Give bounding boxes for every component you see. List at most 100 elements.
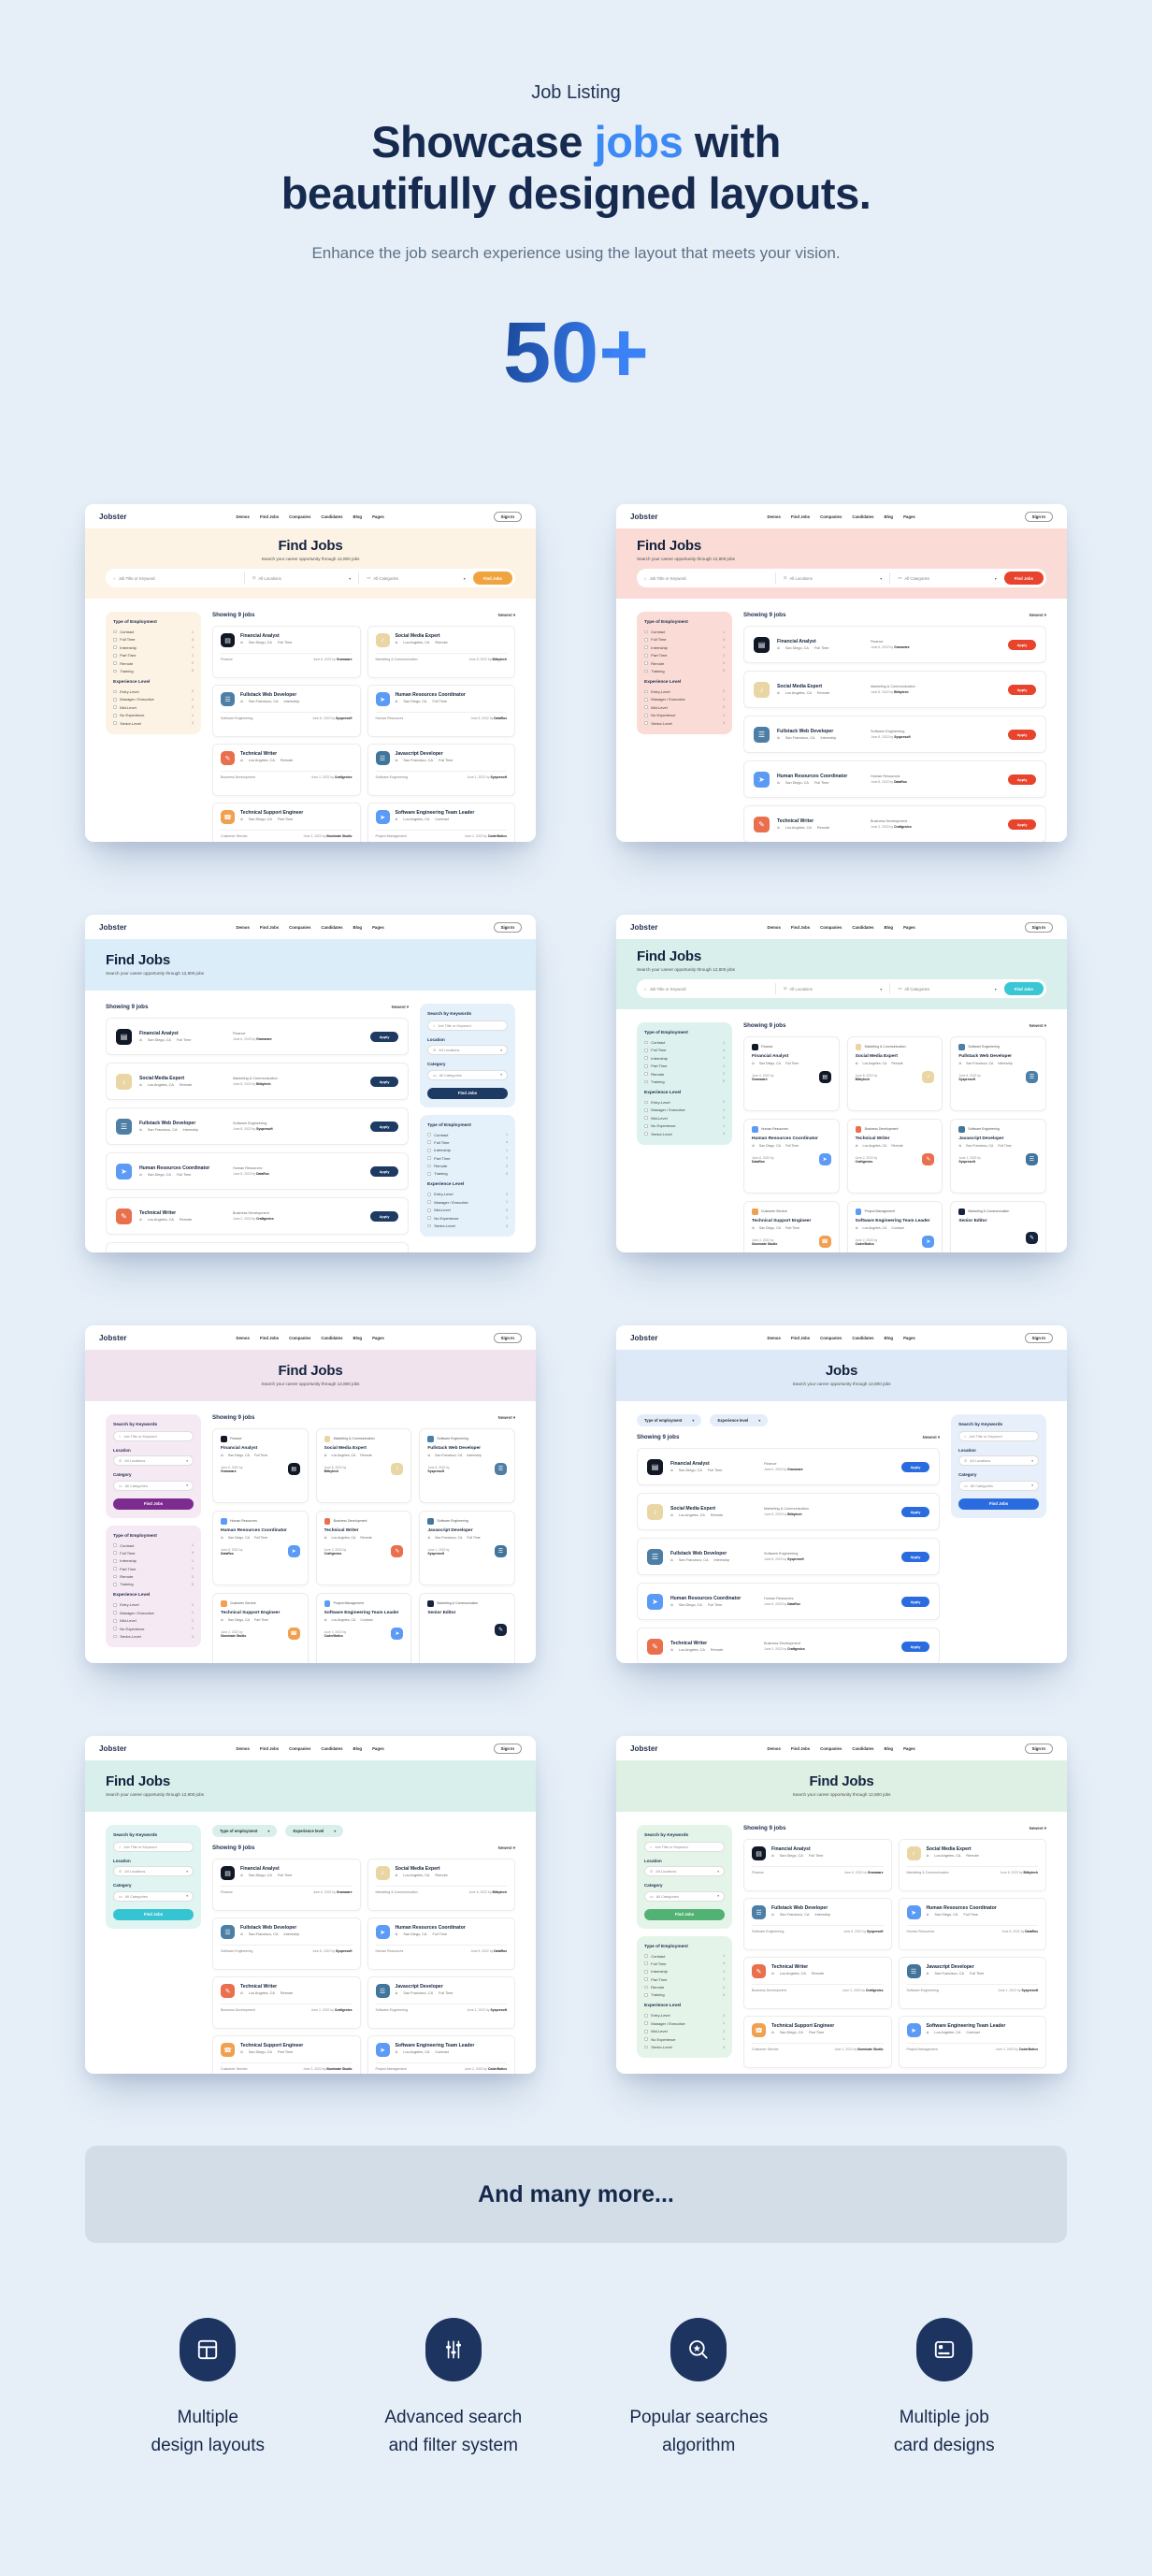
mini-filter-label: Training	[651, 668, 665, 673]
mini-job-title: Social Media Expert	[777, 683, 823, 689]
mini-showing-row: Showing 9 jobs Newest ▾	[743, 612, 1046, 618]
checkbox-icon	[113, 1611, 117, 1615]
mini-job-location: San Diego, CA	[785, 646, 809, 651]
mini-filter-label: Full Time	[651, 637, 667, 643]
mini-filter-count: 1	[723, 1040, 725, 1045]
mini-job-category: Software Engineering	[375, 775, 408, 779]
mini-hero-search-bar: ○ Job Title or Keyword ⊙ All Locations ▾ ▭ All…	[637, 979, 1046, 998]
checkbox-icon	[644, 1048, 648, 1052]
mini-filter-label: Senior-Level	[651, 720, 672, 726]
mini-job-title: Technical Support Engineer	[221, 1611, 281, 1615]
chevron-down-icon: ▾	[758, 1418, 761, 1423]
mini-job-title: Financial Analyst	[221, 1446, 258, 1451]
mini-job-title: Technical Support Engineer	[240, 810, 304, 816]
checkbox-icon	[113, 661, 117, 665]
mini-job-date: June 8, 2022 by Bitbytech	[324, 1465, 347, 1474]
mini-showing-count: 9	[769, 612, 772, 618]
mini-job-title: Software Engineering Team Leader	[926, 2023, 1006, 2029]
mini-nav-links: Demos Find Jobs Companies Candidates Blog Pag…	[658, 514, 1025, 519]
mini-job-company: Gramware	[336, 1890, 353, 1894]
mini-job-location: Los Angeles, CA	[403, 818, 430, 822]
mini-job-icon: ☎	[221, 2043, 235, 2057]
mini-filter-label: Manager / Executive	[120, 1610, 154, 1615]
mini-job-tag: · Project Management	[324, 1600, 404, 1607]
mini-job-title: Financial Analyst	[670, 1460, 710, 1467]
mini-find-jobs-button: Find Jobs	[1003, 572, 1044, 585]
mini-filter-count: 2	[192, 1618, 194, 1623]
mini-job-titleblock: Fullstack Web Developer ⊙ San Francisco, C…	[240, 692, 299, 703]
layout-thumbnail-sky-list-right-sidebar[interactable]: Jobster Demos Find Jobs Companies Candidates…	[85, 915, 536, 1252]
mini-job-category: Software Engineering	[221, 716, 253, 720]
mini-job-title: Fullstack Web Developer	[777, 728, 834, 734]
mini-job-titleblock: Human Resources Coordinator ⊙ San Diego, C…	[139, 1165, 225, 1177]
mini-job-meta: ⊙ Los Angeles, CA Remote	[670, 1513, 756, 1517]
mini-experience-title: Experience Level	[113, 1593, 151, 1599]
mini-sidebar-filters-box: Type of Employment Contract 1 Full Time 4 Int…	[637, 1022, 732, 1145]
mini-job-card-top: ☰ Fullstack Web Developer ⊙ San Francisco, …	[752, 1905, 884, 1919]
mini-job-location: San Francisco, CA	[678, 1558, 709, 1563]
mini-location-segment: ⊙ All Locations ▾	[243, 572, 358, 584]
mini-filter-item: Entry-Level 2	[427, 1192, 508, 1196]
mini-job-category: Finance	[764, 1461, 777, 1466]
mini-nav-item: Blog	[353, 514, 363, 519]
mini-filter-label: No Experience	[651, 1123, 676, 1129]
mini-tag-icon: ·	[427, 1518, 434, 1525]
checkbox-icon	[644, 1123, 648, 1128]
checkbox-icon	[644, 721, 648, 725]
mini-filter-item: Senior-Level 3	[644, 721, 725, 726]
layout-thumbnail-lavender-grid3[interactable]: Jobster Demos Find Jobs Companies Candidates…	[85, 1325, 536, 1663]
mini-job-location: San Diego, CA	[758, 1061, 781, 1065]
globe-icon: ⊙	[119, 1458, 122, 1463]
mini-showing-row: Showing 9 jobs Newest ▾	[212, 612, 515, 618]
mini-sign-in-button: Sign In	[493, 511, 522, 522]
mini-filter-item: Internship 1	[427, 1148, 508, 1152]
mini-nav-item: Candidates	[321, 924, 343, 930]
mini-filter-count: 1	[192, 1567, 194, 1571]
mini-job-card-top: ✎ Technical Writer ⊙ Los Angeles, CA Remote	[221, 751, 353, 765]
mini-job-category: Marketing & Communication	[375, 658, 418, 661]
mini-tag-icon: ·	[958, 1208, 965, 1215]
mini-experience-filters: Entry-Level 2 Manager / Executive 1 Mid-Leve…	[644, 2013, 725, 2049]
mini-job-location: Los Angeles, CA	[331, 1453, 356, 1457]
mini-job-card-top: ✎ Technical Writer ⊙ Los Angeles, CA Remote	[221, 1984, 353, 1998]
mini-job-title: Social Media Expert	[395, 633, 440, 639]
layout-thumbnail-mint-grid2-pills[interactable]: Jobster Demos Find Jobs Companies Candidates…	[85, 1736, 536, 2074]
mini-job-company: Illuminate Studio	[752, 1242, 778, 1247]
mini-job-icon: ✎	[221, 1984, 235, 1998]
mini-job-card-footer: Marketing & Communication June 8, 2022 by…	[375, 1886, 507, 1894]
mini-job-date: June 2, 2022 by Craftgenics	[233, 1217, 274, 1222]
mini-job-titleblock: Financial Analyst ⊙ San Diego, CA Full Time	[771, 1846, 823, 1858]
mini-job-icon: ✎	[1025, 1231, 1038, 1244]
mini-job-card-footer: June 1, 2022 by Syspresoft ☰	[427, 1544, 507, 1557]
mini-job-titleblock: Technical Support Engineer ⊙ San Diego, CA…	[240, 2043, 303, 2054]
layout-thumbnail-green-grid2[interactable]: Jobster Demos Find Jobs Companies Candidates…	[616, 1736, 1067, 2074]
title-part: with	[683, 117, 781, 166]
mini-job-date: June 8, 2022 by Syspresoft	[311, 716, 353, 720]
mini-filter-label: Internship	[651, 644, 668, 650]
mini-job-location: San Diego, CA	[248, 641, 272, 645]
location-pin-icon: ⊙	[855, 1225, 858, 1230]
mini-job-card-footer: June 8, 2022 by Syspresoft ☰	[427, 1462, 507, 1475]
mini-location-segment: ⊙ All Locations ▾	[774, 572, 889, 584]
mini-filter-label: Mid-Level	[651, 1115, 668, 1121]
mini-job-card: ➤ Software Engineering Team Leader ⊙ Los An…	[898, 2016, 1046, 2068]
mini-job-date: June 6, 2022 by Gramware	[233, 1037, 272, 1042]
layout-thumbnail-cream-classic[interactable]: Jobster Demos Find Jobs Companies Candidates…	[85, 504, 536, 842]
mini-job-category: Finance	[871, 639, 884, 644]
checkbox-icon	[644, 1985, 648, 1990]
mini-nav-item: Pages	[372, 1335, 384, 1340]
layout-thumbnail-coral-list[interactable]: Jobster Demos Find Jobs Companies Candidates…	[616, 504, 1067, 842]
mini-filter-count: 1	[723, 697, 725, 702]
location-pin-icon: ⊙	[395, 1932, 398, 1937]
mini-job-card: · Human Resources Human Resources Coordina…	[212, 1511, 309, 1585]
mini-job-type: Remote	[360, 1535, 372, 1540]
layout-thumbnail-mint-grid3[interactable]: Jobster Demos Find Jobs Companies Candidates…	[616, 915, 1067, 1252]
mini-job-company: Syspresoft	[894, 735, 911, 740]
mini-filter-label: No Experience	[120, 1626, 145, 1631]
mini-job-title: Financial Analyst	[771, 1846, 811, 1852]
mini-filter-item: Manager / Executive 1	[644, 1107, 725, 1112]
mini-filter-item: No Experience 1	[644, 1123, 725, 1128]
layout-thumbnail-blue-list-pills[interactable]: Jobster Demos Find Jobs Companies Candidates…	[616, 1325, 1067, 1663]
mini-keyword-placeholder: Job Title or Keyword	[649, 986, 686, 991]
mini-filter-label: Contract	[120, 1542, 135, 1548]
